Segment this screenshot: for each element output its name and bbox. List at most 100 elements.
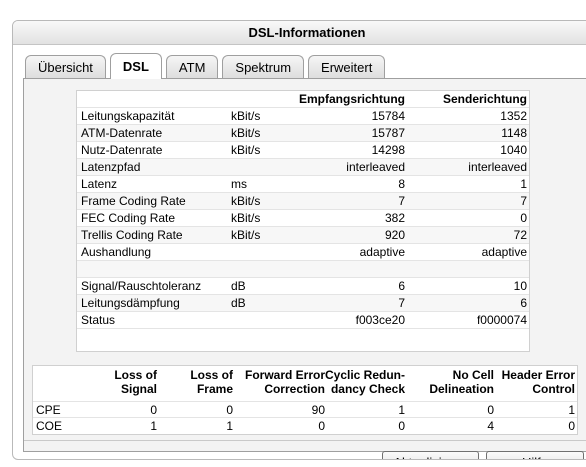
cell: 0 [568,419,575,433]
row-down: 382 [384,211,405,225]
row-up: 1352 [500,109,527,123]
row-label: Status [81,313,116,327]
row-up: 1 [520,177,527,191]
tab-erweitert[interactable]: Erweitert [308,55,386,79]
cell: 0 [226,403,233,417]
row-label: Signal/Rauschtoleranz [81,279,202,293]
cell: 90 [311,403,325,417]
row-down: interleaved [346,160,405,174]
cell: 0 [487,403,494,417]
help-button[interactable]: Hilfe [486,451,584,459]
row-up: 6 [520,296,527,310]
row-down: 6 [398,279,405,293]
row-unit: dB [231,296,246,310]
row-label: Frame Coding Rate [81,194,186,208]
row-up: 7 [520,194,527,208]
row-unit: kBit/s [231,228,261,242]
refresh-button[interactable]: Aktualisieren [382,451,479,459]
tab-bar: Übersicht DSL ATM Spektrum Erweitert [25,53,389,79]
header-loss-of-frame: Loss of Frame [190,368,233,396]
row-unit: kBit/s [231,211,261,225]
row-up: f0000074 [476,313,527,327]
row-label: ATM-Datenrate [81,126,163,140]
cell: 0 [150,403,157,417]
cell: 0 [398,419,405,433]
header-no-cell-delineation: No Cell Delineation [429,368,494,396]
header-header-error-control: Header Error Control [502,368,575,396]
tab-atm[interactable]: ATM [165,55,219,79]
header-line: Signal [120,382,157,396]
cell: 1 [226,419,233,433]
table-row-spacer [77,261,529,278]
header-down: Empfangsrichtung [298,92,405,106]
cell: 1 [568,403,575,417]
row-down: 7 [398,296,405,310]
table-row: Trellis Coding Rate kBit/s 920 72 [77,227,529,244]
row-unit: kBit/s [231,126,261,140]
header-line: Control [532,382,575,396]
table-row-cpe: CPE 0 0 90 1 0 1 [33,401,577,417]
header-line: Loss of [114,368,157,382]
row-label: FEC Coding Rate [81,211,176,225]
row-down: 920 [384,228,405,242]
table-row: Signal/Rauschtoleranz dB 6 10 [77,278,529,295]
row-up: adaptive [481,245,527,259]
cell: 0 [318,419,325,433]
table-row-coe: COE 1 1 0 0 4 0 [33,417,577,433]
row-unit: dB [231,279,246,293]
row-down: adaptive [359,245,405,259]
row-unit: kBit/s [231,109,261,123]
header-up: Senderichtung [442,92,527,106]
row-down: 14298 [371,143,405,157]
cell: 1 [398,403,405,417]
header-line: Loss of [190,368,233,382]
row-label: COE [36,419,63,433]
table-row: Latenz ms 8 1 [77,176,529,193]
error-table-header: Loss of Signal Loss of Frame Forward Error… [33,368,577,398]
header-forward-error-correction: Forward Error Correction [245,368,325,396]
tab-spektrum[interactable]: Spektrum [222,55,305,79]
row-down: f003ce20 [355,313,405,327]
table-row: FEC Coding Rate kBit/s 382 0 [77,210,529,227]
dsl-info-window: DSL-Informationen Übersicht DSL ATM Spek… [12,20,586,460]
row-down: 7 [398,194,405,208]
row-unit: ms [231,177,247,191]
header-line: Cyclic Redun- [324,368,405,382]
table-row: Leitungsdämpfung dB 7 6 [77,295,529,312]
tab-dsl[interactable]: DSL [109,53,162,79]
table-row: Leitungskapazität kBit/s 15784 1352 [77,108,529,125]
dsl-table: Empfangsrichtung Senderichtung Leitungsk… [76,90,530,352]
row-label: Nutz-Datenrate [81,143,163,157]
header-line: Frame [196,382,233,396]
header-line: dancy Check [330,382,405,396]
row-up: 72 [513,228,527,242]
row-down: 15784 [371,109,405,123]
header-line: Header Error [501,368,575,382]
row-label: Trellis Coding Rate [81,228,183,242]
table-row: Status f003ce20 f0000074 [77,312,529,329]
cell: 4 [487,419,494,433]
row-up: interleaved [468,160,527,174]
row-unit: kBit/s [231,143,261,157]
header-line: Forward Error [244,368,325,382]
table-row: Latenzpfad interleaved interleaved [77,159,529,176]
table-row: Nutz-Datenrate kBit/s 14298 1040 [77,142,529,159]
row-label: Leitungskapazität [81,109,175,123]
row-label: CPE [36,403,61,417]
cell: 1 [150,419,157,433]
row-up: 0 [520,211,527,225]
footer-divider [24,440,586,441]
header-line: Correction [264,382,325,396]
header-cyclic-redundancy-check: Cyclic Redun-dancy Check [325,368,405,396]
row-up: 10 [513,279,527,293]
row-label: Leitungsdämpfung [81,296,180,310]
row-label: Latenzpfad [81,160,141,174]
tab-panel: Empfangsrichtung Senderichtung Leitungsk… [23,78,586,459]
error-counter-table: Loss of Signal Loss of Frame Forward Error… [32,365,578,435]
table-row: ATM-Datenrate kBit/s 15787 1148 [77,125,529,142]
table-row: Aushandlung adaptive adaptive [77,244,529,261]
row-up: 1040 [500,143,527,157]
table-row: Frame Coding Rate kBit/s 7 7 [77,193,529,210]
tab-uebersicht[interactable]: Übersicht [25,55,106,79]
row-label: Latenz [81,177,118,191]
